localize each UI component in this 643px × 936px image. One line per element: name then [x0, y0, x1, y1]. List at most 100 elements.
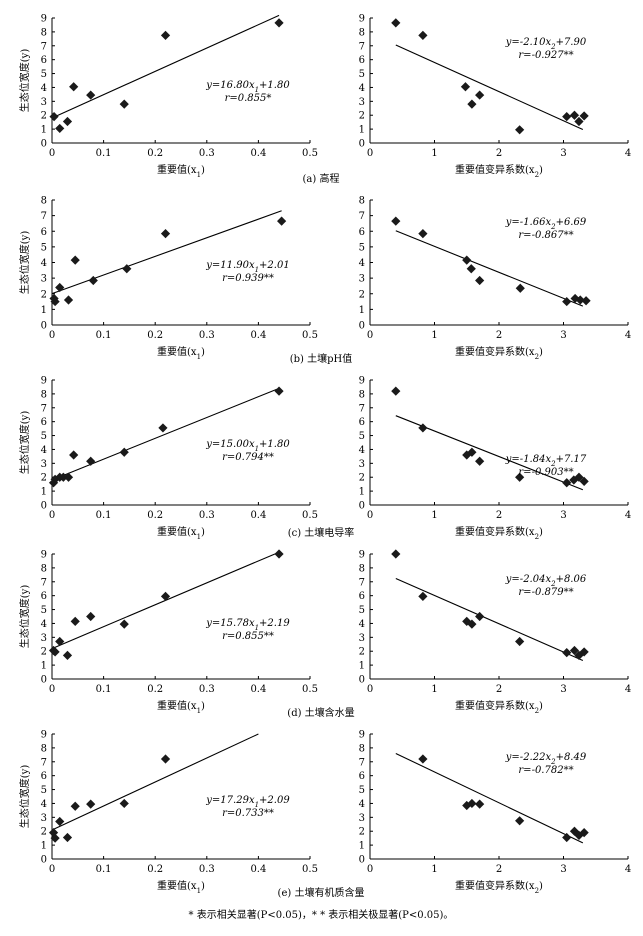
- y-axis-label: 生态位宽度(y): [18, 49, 31, 113]
- correlation-label: r=0.733**: [222, 808, 274, 819]
- data-point: [574, 472, 584, 482]
- data-point: [418, 228, 428, 239]
- y-tick-label: 0: [359, 501, 365, 512]
- data-point: [69, 82, 79, 92]
- y-axis-label: 生态位宽度(y): [18, 411, 31, 475]
- y-tick-label: 3: [41, 459, 47, 470]
- y-tick-label: 5: [41, 242, 47, 253]
- panel-caption: (b) 土壤pH值: [290, 352, 353, 365]
- y-tick-label: 8: [359, 27, 365, 38]
- x-tick-label: 0: [49, 148, 55, 159]
- x-tick-label: 3: [560, 684, 566, 695]
- y-tick-label: 0: [41, 675, 47, 686]
- data-point: [475, 456, 485, 466]
- y-tick-label: 6: [359, 55, 365, 66]
- data-point: [70, 255, 80, 265]
- y-tick-label: 9: [41, 14, 47, 25]
- data-point: [49, 112, 59, 122]
- y-tick-label: 5: [41, 605, 47, 616]
- panel-2-0: 0 1 2 3 4 5 6 7 8 9 0 0.1 0.2 0.3 0.4 0.5 重要值(x1) 生态位宽度(y…: [18, 376, 318, 542]
- data-point: [467, 798, 477, 809]
- x-tick-label: 0.2: [147, 510, 163, 521]
- x-tick-label: 0.3: [199, 684, 215, 695]
- regression-line: [395, 44, 584, 131]
- data-point: [562, 112, 572, 122]
- x-tick-label: 0.4: [250, 330, 266, 341]
- significance-note: * 表示相关显著(P<0.05)，* * 表示相关极显著(P<0.05)。: [189, 908, 454, 921]
- x-tick-label: 0.2: [147, 330, 163, 341]
- y-tick-label: 1: [41, 841, 47, 852]
- x-tick-label: 1: [431, 864, 437, 875]
- y-tick-label: 5: [41, 431, 47, 442]
- panel-caption: (d) 土壤含水量: [287, 706, 354, 719]
- data-point: [467, 619, 477, 629]
- regression-line: [395, 752, 584, 844]
- x-tick-label: 0.2: [147, 148, 163, 159]
- y-tick-label: 9: [359, 730, 365, 741]
- x-tick-label: 0: [367, 510, 373, 521]
- y-tick-label: 2: [359, 289, 365, 300]
- data-point: [158, 423, 168, 433]
- data-point: [515, 816, 525, 826]
- y-tick-label: 8: [41, 27, 47, 38]
- data-point: [515, 636, 525, 647]
- y-axis-label: 生态位宽度(y): [18, 765, 31, 829]
- data-point: [62, 832, 73, 843]
- regression-equation: y=-1.66x2+6.69: [505, 217, 587, 231]
- panel-caption: (c) 土壤电导率: [288, 526, 355, 539]
- data-point: [48, 828, 59, 838]
- data-point: [391, 386, 401, 396]
- data-point: [475, 275, 485, 286]
- y-tick-label: 7: [359, 577, 365, 588]
- x-axis-label: 重要值变异系数(x2): [455, 163, 543, 179]
- correlation-label: r=0.855**: [222, 631, 274, 642]
- data-point: [274, 386, 284, 396]
- panel-1-0: 0 1 2 3 4 5 6 7 8 0 0.1 0.2 0.3 0.4 0.5 重要值(x1) 生态位宽度(y)…: [18, 196, 318, 362]
- data-point: [86, 611, 96, 622]
- x-tick-label: 2: [496, 864, 502, 875]
- x-tick-label: 2: [496, 330, 502, 341]
- y-tick-label: 7: [359, 403, 365, 414]
- data-point: [574, 830, 584, 840]
- data-point: [50, 296, 60, 307]
- data-point: [274, 18, 284, 28]
- panel-0-0: 0 1 2 3 4 5 6 7 8 9 0 0.1 0.2 0.3 0.4 0.5 重要值(x1) 生态位宽度(y…: [18, 14, 318, 180]
- data-point: [160, 754, 171, 764]
- data-point: [579, 111, 589, 121]
- y-tick-label: 2: [41, 111, 47, 122]
- x-tick-label: 3: [560, 148, 566, 159]
- y-tick-label: 5: [359, 69, 365, 80]
- x-tick-label: 0: [367, 148, 373, 159]
- y-tick-label: 6: [41, 417, 47, 428]
- data-point: [55, 816, 65, 827]
- data-point: [460, 82, 471, 92]
- regression-equation: y=11.90x1+2.01: [205, 260, 289, 274]
- y-tick-label: 7: [359, 41, 365, 52]
- y-tick-label: 6: [359, 227, 365, 238]
- x-tick-label: 1: [431, 330, 437, 341]
- x-tick-label: 3: [560, 330, 566, 341]
- data-point: [462, 255, 472, 265]
- y-tick-label: 5: [359, 785, 365, 796]
- y-tick-label: 4: [359, 799, 365, 810]
- x-tick-label: 3: [560, 510, 566, 521]
- y-tick-label: 1: [41, 661, 47, 672]
- data-point: [119, 798, 129, 809]
- x-tick-label: 0: [367, 330, 373, 341]
- x-tick-label: 0.1: [96, 148, 112, 159]
- regression-line: [395, 230, 584, 307]
- x-tick-label: 0.5: [302, 684, 318, 695]
- y-tick-label: 7: [359, 757, 365, 768]
- data-point: [63, 472, 74, 482]
- y-tick-label: 9: [359, 550, 365, 561]
- x-tick-label: 4: [625, 148, 631, 159]
- data-point: [391, 216, 401, 226]
- x-tick-label: 4: [625, 330, 631, 341]
- x-tick-label: 2: [496, 684, 502, 695]
- y-tick-label: 6: [41, 227, 47, 238]
- y-tick-label: 9: [41, 550, 47, 561]
- correlation-label: r=-0.867**: [518, 230, 573, 241]
- y-tick-label: 0: [41, 139, 47, 150]
- data-point: [569, 110, 580, 120]
